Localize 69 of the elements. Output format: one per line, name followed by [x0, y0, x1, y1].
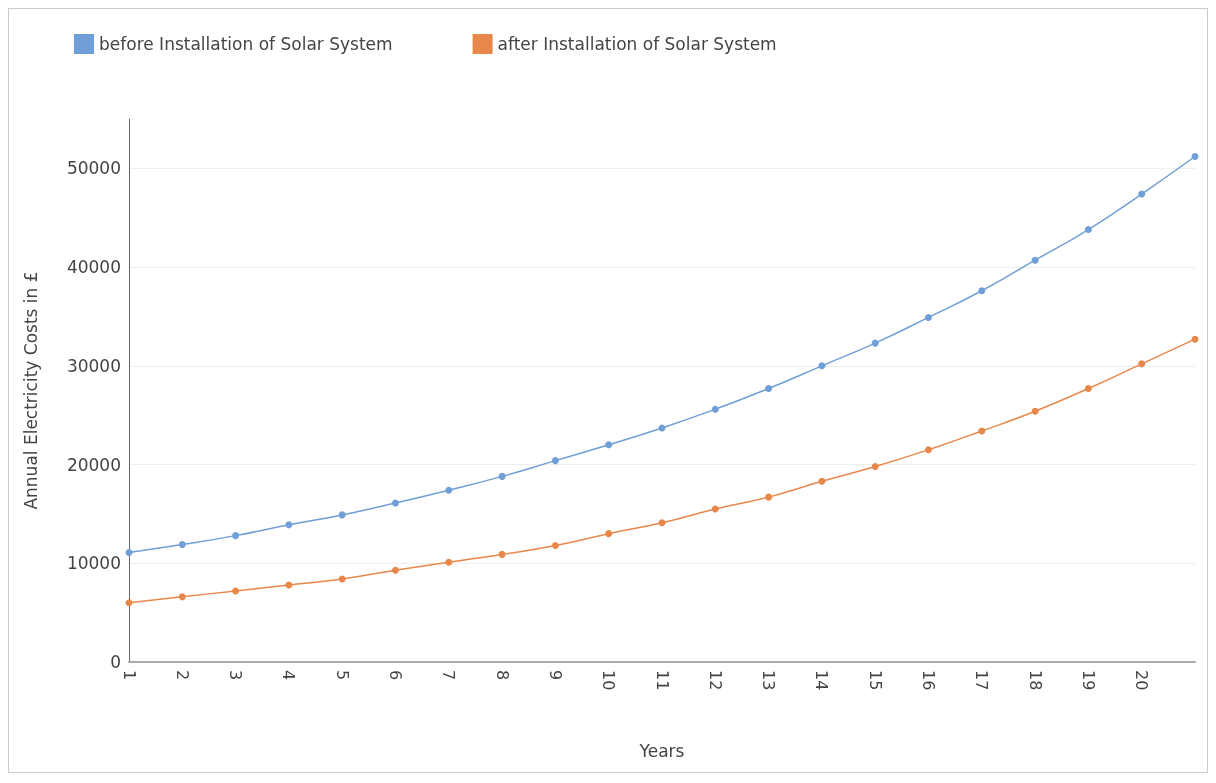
y-tick-label: 0 [110, 652, 121, 672]
point [605, 441, 613, 449]
y-tick-label: 20000 [66, 454, 121, 475]
x-tick-label: 18 [1025, 670, 1045, 691]
point [818, 477, 826, 485]
point [445, 558, 453, 566]
point [871, 463, 879, 471]
legend-label: after Installation of Solar System [497, 34, 777, 54]
point [1084, 385, 1092, 393]
point [711, 405, 719, 413]
point [1138, 190, 1146, 198]
point [125, 548, 133, 556]
point [445, 486, 453, 494]
point [1191, 153, 1199, 161]
point [338, 511, 346, 519]
point [1031, 407, 1039, 415]
y-tick-label: 50000 [66, 158, 121, 179]
x-tick-label: 6 [386, 670, 405, 681]
point [925, 313, 932, 321]
x-tick-label: 10 [599, 670, 619, 691]
point [498, 472, 506, 480]
y-tick-label: 40000 [66, 257, 121, 278]
point [1084, 226, 1092, 234]
point [338, 575, 346, 583]
point [285, 521, 293, 529]
point [871, 339, 879, 347]
point [498, 550, 506, 558]
point [1138, 360, 1146, 368]
point [392, 566, 399, 574]
point [658, 519, 666, 527]
x-tick-label: 13 [759, 670, 779, 691]
y-axis-title: Annual Electricity Costs in £ [20, 271, 41, 510]
y-tick-label: 30000 [66, 355, 121, 376]
x-tick-label: 9 [545, 670, 565, 681]
x-tick-label: 11 [652, 670, 672, 691]
point [605, 530, 613, 538]
point [1031, 256, 1039, 264]
point [765, 385, 773, 393]
x-tick-label: 5 [332, 670, 352, 681]
point [978, 287, 986, 295]
point [232, 532, 240, 540]
point [765, 493, 773, 501]
x-tick-label: 19 [1078, 670, 1098, 691]
x-tick-label: 14 [812, 670, 832, 691]
x-tick-label: 17 [972, 670, 992, 691]
point [711, 505, 719, 513]
x-tick-label: 20 [1132, 670, 1152, 691]
x-tick-label: 2 [172, 670, 192, 681]
point [125, 599, 133, 607]
point [232, 587, 240, 595]
legend-label: before Installation of Solar System [99, 34, 393, 54]
point [392, 499, 399, 507]
x-tick-label: 1 [119, 670, 139, 681]
x-tick-label: 16 [919, 670, 938, 691]
x-tick-label: 12 [705, 670, 725, 691]
point [551, 457, 559, 465]
point [925, 446, 932, 454]
point [178, 593, 186, 601]
x-axis-title: Years [638, 740, 685, 761]
point [978, 427, 986, 435]
point [818, 362, 826, 370]
x-tick-label: 7 [439, 670, 459, 681]
point [178, 541, 186, 549]
point [551, 542, 559, 549]
x-tick-label: 15 [865, 670, 885, 691]
x-tick-label: 4 [279, 670, 299, 681]
x-tick-label: 8 [492, 670, 512, 681]
x-tick-label: 3 [226, 670, 246, 681]
y-tick-label: 10000 [66, 553, 121, 574]
